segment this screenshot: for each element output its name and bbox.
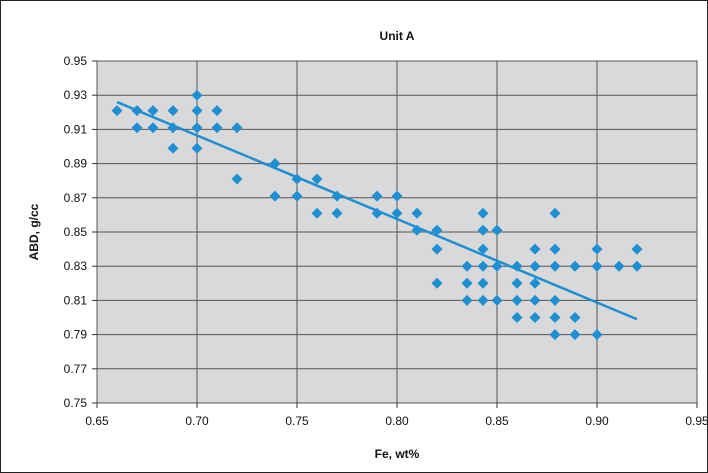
data-point <box>549 207 561 219</box>
data-point <box>529 312 541 323</box>
data-point <box>591 243 603 255</box>
data-point <box>511 277 523 289</box>
y-tick-label: 0.89 <box>64 157 88 171</box>
x-tick-label: 0.65 <box>85 414 109 428</box>
data-point <box>291 173 303 185</box>
data-point <box>491 224 503 236</box>
y-tick-label: 0.79 <box>64 328 88 342</box>
chart-title: Unit A <box>380 29 415 43</box>
data-point <box>549 329 561 341</box>
data-point <box>631 243 643 255</box>
data-point <box>411 224 423 236</box>
x-tick-label: 0.70 <box>185 414 209 428</box>
data-point <box>371 207 383 219</box>
data-point <box>569 312 581 323</box>
data-point <box>191 89 203 101</box>
data-point <box>549 312 561 323</box>
data-point <box>211 105 223 117</box>
x-axis-title: Fe, wt% <box>375 447 420 461</box>
data-point <box>269 190 281 202</box>
y-tick-label: 0.93 <box>64 88 88 102</box>
data-point <box>511 312 523 323</box>
data-point <box>477 294 489 306</box>
data-point <box>477 277 489 289</box>
x-tick-label: 0.85 <box>485 414 509 428</box>
data-point <box>411 207 423 219</box>
data-point <box>191 105 203 117</box>
data-point <box>591 260 603 272</box>
data-point <box>511 260 523 272</box>
data-point <box>331 190 343 202</box>
data-points <box>111 89 643 341</box>
y-tick-label: 0.95 <box>64 54 88 68</box>
data-point <box>131 105 143 117</box>
data-point <box>477 243 489 255</box>
y-tick-label: 0.77 <box>64 362 88 376</box>
tick-labels: 0.95 0.93 0.91 0.89 0.87 0.85 0.83 0.81 0.79 0.77… <box>64 54 708 428</box>
data-point <box>461 294 473 306</box>
data-point <box>569 260 581 272</box>
data-point <box>529 243 541 255</box>
data-point <box>549 294 561 306</box>
data-point <box>147 105 159 117</box>
data-point <box>431 243 443 255</box>
data-point <box>491 260 503 272</box>
data-point <box>477 224 489 236</box>
data-point <box>311 173 323 185</box>
data-point <box>191 142 203 154</box>
data-point <box>511 294 523 306</box>
data-point <box>477 207 489 219</box>
x-tick-label: 0.95 <box>685 414 708 428</box>
data-point <box>167 142 179 154</box>
y-tick-label: 0.85 <box>64 225 88 239</box>
data-point <box>391 207 403 219</box>
y-tick-label: 0.83 <box>64 259 88 273</box>
data-point <box>591 329 603 341</box>
data-point <box>331 207 343 219</box>
data-point <box>569 329 581 341</box>
x-tick-label: 0.90 <box>585 414 609 428</box>
data-point <box>529 277 541 289</box>
y-tick-label: 0.75 <box>64 396 88 410</box>
data-point <box>391 190 403 202</box>
data-point <box>529 294 541 306</box>
data-point <box>269 158 281 170</box>
data-point <box>291 190 303 202</box>
data-point <box>613 260 625 272</box>
data-point <box>431 277 443 289</box>
data-point <box>131 122 143 134</box>
data-point <box>231 173 243 185</box>
x-tick-label: 0.75 <box>285 414 309 428</box>
data-point <box>477 260 489 272</box>
data-point <box>631 260 643 272</box>
y-tick-label: 0.81 <box>64 293 88 307</box>
data-point <box>371 190 383 202</box>
data-point <box>211 122 223 134</box>
data-point <box>491 294 503 306</box>
data-point <box>529 260 541 272</box>
data-point <box>549 243 561 255</box>
data-point <box>111 105 123 117</box>
y-axis-title: ABD, g/cc <box>27 203 41 260</box>
data-point <box>167 122 179 134</box>
data-point <box>147 122 159 134</box>
data-point <box>191 122 203 134</box>
data-point <box>461 260 473 272</box>
data-point <box>231 122 243 134</box>
data-point <box>461 277 473 289</box>
data-point <box>431 224 443 236</box>
data-point <box>311 207 323 219</box>
x-tick-label: 0.80 <box>385 414 409 428</box>
data-point <box>167 105 179 117</box>
data-point <box>549 260 561 272</box>
y-tick-label: 0.87 <box>64 191 88 205</box>
y-tick-label: 0.91 <box>64 122 88 136</box>
